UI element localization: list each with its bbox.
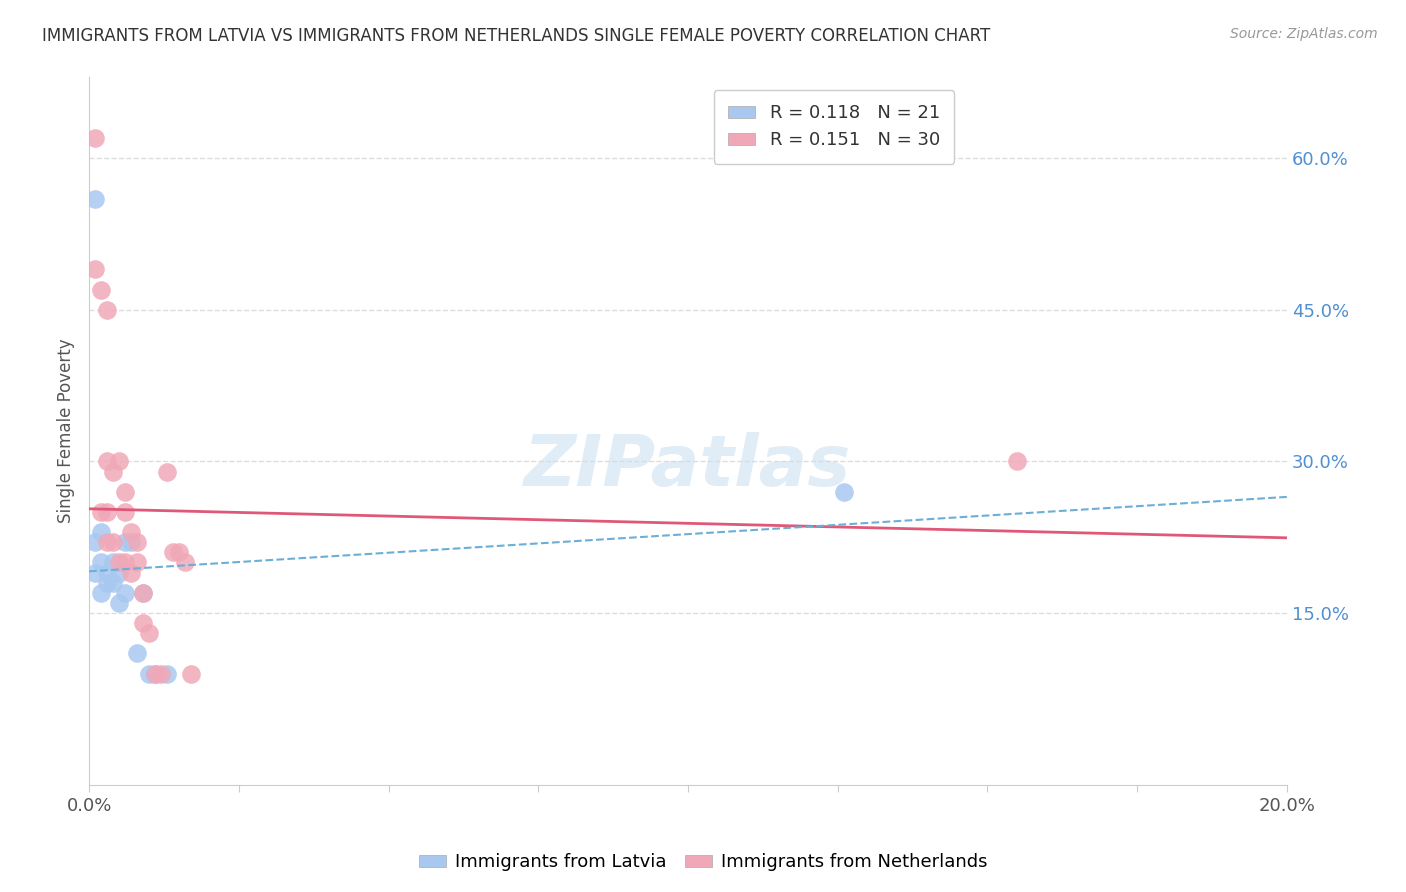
Point: [84, 131, 107, 145]
Point: [108, 566, 131, 580]
Point: [132, 616, 155, 631]
Point: [114, 484, 136, 499]
Legend: Immigrants from Latvia, Immigrants from Netherlands: Immigrants from Latvia, Immigrants from …: [412, 847, 994, 879]
Point: [84, 262, 107, 277]
Point: [156, 465, 179, 479]
Point: [108, 454, 131, 468]
Point: [167, 545, 190, 559]
Point: [120, 535, 142, 549]
Point: [125, 647, 148, 661]
Point: [84, 566, 107, 580]
Point: [84, 535, 107, 549]
Point: [125, 535, 148, 549]
Point: [90, 505, 112, 519]
Point: [96, 566, 118, 580]
Point: [132, 586, 155, 600]
Point: [149, 666, 172, 681]
Point: [138, 666, 160, 681]
Point: [114, 535, 136, 549]
Point: [156, 666, 179, 681]
Point: [84, 192, 107, 206]
Point: [1007, 454, 1029, 468]
Text: Source: ZipAtlas.com: Source: ZipAtlas.com: [1230, 27, 1378, 41]
Point: [96, 302, 118, 317]
Point: [108, 596, 131, 610]
Point: [143, 666, 166, 681]
Point: [114, 505, 136, 519]
Point: [90, 586, 112, 600]
Point: [132, 586, 155, 600]
Point: [90, 283, 112, 297]
Point: [101, 535, 124, 549]
Point: [114, 556, 136, 570]
Point: [96, 575, 118, 590]
Point: [114, 586, 136, 600]
Point: [90, 525, 112, 540]
Point: [143, 666, 166, 681]
Text: IMMIGRANTS FROM LATVIA VS IMMIGRANTS FROM NETHERLANDS SINGLE FEMALE POVERTY CORR: IMMIGRANTS FROM LATVIA VS IMMIGRANTS FRO…: [42, 27, 990, 45]
Point: [125, 556, 148, 570]
Point: [162, 545, 184, 559]
Point: [174, 556, 197, 570]
Legend: R = 0.118   N = 21, R = 0.151   N = 30: R = 0.118 N = 21, R = 0.151 N = 30: [714, 90, 955, 164]
Point: [832, 484, 855, 499]
Point: [96, 454, 118, 468]
Point: [96, 505, 118, 519]
Point: [96, 535, 118, 549]
Point: [90, 556, 112, 570]
Point: [138, 626, 160, 640]
Point: [180, 666, 202, 681]
Point: [101, 556, 124, 570]
Point: [101, 575, 124, 590]
Point: [120, 566, 142, 580]
Point: [108, 556, 131, 570]
Y-axis label: Single Female Poverty: Single Female Poverty: [58, 339, 75, 524]
Point: [101, 465, 124, 479]
Text: ZIPatlas: ZIPatlas: [524, 432, 852, 501]
Point: [120, 525, 142, 540]
